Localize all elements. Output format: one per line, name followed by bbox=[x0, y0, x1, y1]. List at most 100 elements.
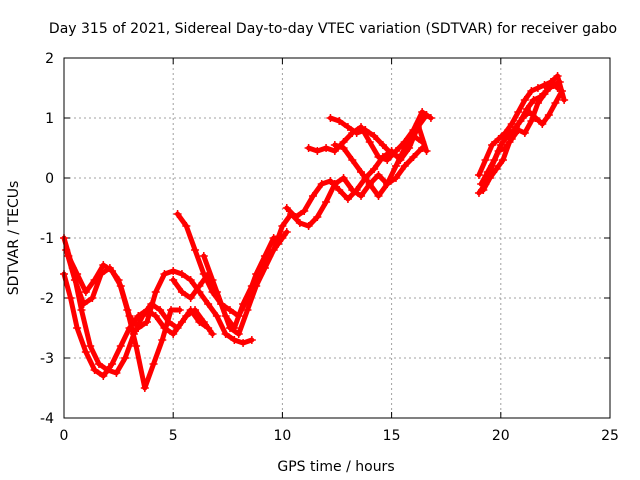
data-point bbox=[116, 342, 125, 350]
data-point bbox=[490, 156, 499, 164]
data-point bbox=[156, 306, 165, 314]
data-point bbox=[313, 213, 322, 221]
data-point bbox=[175, 306, 184, 314]
data-point bbox=[191, 246, 200, 254]
series-track-5 bbox=[173, 210, 287, 320]
data-point bbox=[343, 195, 352, 203]
data-point bbox=[132, 342, 141, 350]
data-point bbox=[182, 222, 191, 230]
data-point bbox=[217, 300, 226, 308]
series-track-11 bbox=[330, 141, 427, 200]
data-point bbox=[553, 72, 562, 80]
data-point bbox=[496, 141, 505, 149]
data-point bbox=[81, 348, 90, 356]
data-point bbox=[186, 294, 195, 302]
data-point bbox=[195, 282, 204, 290]
data-point bbox=[99, 261, 108, 269]
data-point bbox=[195, 318, 204, 326]
data-point bbox=[322, 198, 331, 206]
data-point bbox=[108, 267, 117, 275]
series-line bbox=[327, 115, 430, 160]
series-track-10 bbox=[326, 114, 431, 161]
data-point bbox=[365, 180, 374, 188]
data-point bbox=[474, 171, 483, 179]
data-point bbox=[158, 336, 167, 344]
data-point bbox=[418, 108, 427, 116]
data-point bbox=[426, 114, 435, 122]
data-point bbox=[243, 306, 252, 314]
data-point bbox=[383, 180, 392, 188]
y-axis-label: SDTVAR / TECUs bbox=[6, 181, 22, 296]
series-track-15 bbox=[474, 78, 562, 179]
data-point bbox=[225, 306, 234, 314]
axis-ticks: 0 5 10 15 20 25 -4 -3 -2 -1 0 1 2 bbox=[40, 51, 619, 444]
y-tick-label: -3 bbox=[40, 351, 54, 367]
data-point bbox=[313, 147, 322, 155]
x-axis-label: GPS time / hours bbox=[277, 459, 394, 475]
data-point bbox=[73, 324, 82, 332]
data-point bbox=[90, 276, 99, 284]
data-point bbox=[300, 207, 309, 215]
data-point bbox=[488, 141, 497, 149]
chart-title: Day 315 of 2021, Sidereal Day-to-day VTE… bbox=[49, 21, 617, 37]
data-point bbox=[505, 138, 514, 146]
data-point bbox=[116, 282, 125, 290]
data-point bbox=[140, 384, 149, 392]
data-point bbox=[112, 369, 121, 377]
data-point bbox=[413, 120, 422, 128]
data-point bbox=[391, 174, 400, 182]
data-point bbox=[177, 288, 186, 296]
data-point bbox=[234, 330, 243, 338]
data-point bbox=[149, 360, 158, 368]
series-line bbox=[65, 253, 255, 346]
data-point bbox=[151, 288, 160, 296]
data-point bbox=[208, 276, 217, 284]
data-point bbox=[339, 174, 348, 182]
data-point bbox=[269, 246, 278, 254]
y-tick-label: 1 bbox=[45, 111, 54, 127]
data-point bbox=[160, 270, 169, 278]
data-point bbox=[422, 147, 431, 155]
data-point bbox=[498, 156, 507, 164]
data-point bbox=[142, 318, 151, 326]
data-point bbox=[339, 144, 348, 152]
data-point bbox=[169, 330, 178, 338]
x-tick-label: 10 bbox=[273, 428, 291, 444]
data-point bbox=[365, 138, 374, 146]
data-point bbox=[94, 360, 103, 368]
data-point bbox=[520, 96, 529, 104]
data-point bbox=[352, 129, 361, 137]
y-tick-label: 2 bbox=[45, 51, 54, 67]
series-track-9 bbox=[304, 108, 435, 164]
data-point bbox=[260, 264, 269, 272]
data-point bbox=[186, 276, 195, 284]
data-point bbox=[326, 114, 335, 122]
data-point bbox=[529, 96, 538, 104]
data-point bbox=[291, 213, 300, 221]
data-point bbox=[357, 168, 366, 176]
data-point bbox=[474, 189, 483, 197]
data-point bbox=[391, 162, 400, 170]
data-point bbox=[536, 93, 545, 101]
data-point bbox=[308, 192, 317, 200]
data-point bbox=[540, 81, 549, 89]
series-track-14 bbox=[479, 87, 566, 194]
data-point bbox=[73, 270, 82, 278]
data-point bbox=[81, 288, 90, 296]
data-point bbox=[555, 78, 564, 86]
data-point bbox=[169, 267, 178, 275]
data-point bbox=[335, 117, 344, 125]
data-point bbox=[405, 141, 414, 149]
data-point bbox=[125, 312, 134, 320]
data-point bbox=[186, 306, 195, 314]
data-point bbox=[282, 228, 291, 236]
data-point bbox=[177, 270, 186, 278]
data-point bbox=[409, 153, 418, 161]
data-point bbox=[173, 210, 182, 218]
data-point bbox=[199, 252, 208, 260]
x-tick-label: 20 bbox=[492, 428, 510, 444]
data-point bbox=[90, 366, 99, 374]
data-point bbox=[88, 294, 97, 302]
data-point bbox=[520, 129, 529, 137]
data-point bbox=[252, 282, 261, 290]
